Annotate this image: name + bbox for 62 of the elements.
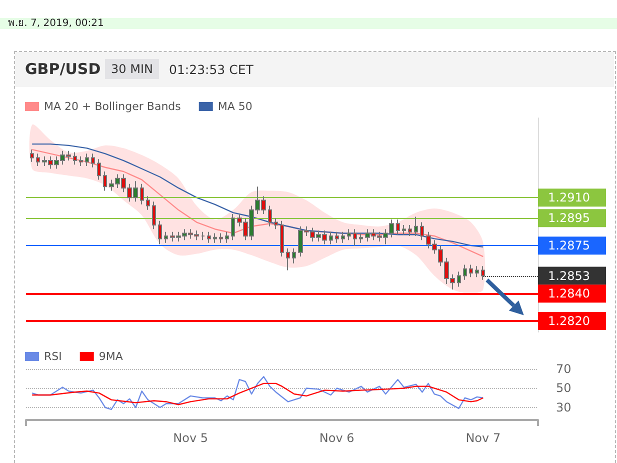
candlestick xyxy=(91,153,95,168)
candlestick xyxy=(268,205,272,227)
candlestick xyxy=(457,271,461,288)
candlestick xyxy=(36,153,40,167)
candlestick xyxy=(164,231,168,244)
candlestick xyxy=(329,231,333,245)
candlestick xyxy=(146,196,150,210)
y-tick-label: 1.2895 xyxy=(548,211,590,226)
text: 01:23:53 CET xyxy=(169,62,254,77)
legend-label: MA 50 xyxy=(218,100,252,113)
legend-label: RSI xyxy=(44,350,62,363)
candlestick xyxy=(475,266,479,278)
y-tick-label: 30 xyxy=(556,400,572,414)
x-tick-label: Nov 6 xyxy=(319,431,354,445)
candlestick xyxy=(30,149,34,162)
candlestick xyxy=(207,231,211,244)
legend-label: MA 20 + Bollinger Bands xyxy=(44,100,182,113)
line-series xyxy=(31,376,484,410)
candlestick xyxy=(463,264,467,280)
candlestick xyxy=(414,216,418,236)
candlestick xyxy=(219,232,223,244)
candlestick xyxy=(274,218,278,230)
candlestick xyxy=(79,156,83,167)
candlestick xyxy=(85,153,89,167)
x-tick-label: Nov 5 xyxy=(173,431,208,445)
chart-subtitle: 30 MIN xyxy=(105,59,159,79)
candlestick xyxy=(408,224,412,236)
chart-title: GBP/USD xyxy=(25,60,101,78)
candlestick xyxy=(420,222,424,241)
y-tick-label: 50 xyxy=(556,381,572,396)
candlestick xyxy=(353,228,357,246)
candlestick xyxy=(347,228,351,241)
candlestick xyxy=(97,158,101,180)
candlestick xyxy=(152,201,156,230)
candlestick xyxy=(103,171,107,192)
y-tick-label: 1.2875 xyxy=(548,238,590,253)
candlestick xyxy=(231,214,235,241)
candlestick xyxy=(140,183,144,205)
y-tick-label: 1.2820 xyxy=(548,314,590,328)
candlestick xyxy=(396,219,400,236)
candlestick xyxy=(341,231,345,244)
candlestick xyxy=(213,232,217,244)
candlestick xyxy=(201,231,205,241)
candlestick xyxy=(292,248,296,264)
candlestick xyxy=(225,231,229,244)
candlestick xyxy=(73,152,77,166)
candlestick xyxy=(481,266,485,280)
candlestick xyxy=(359,232,363,244)
text: พ.ย. 7, 2019, 00:21 xyxy=(0,18,617,29)
candlestick xyxy=(158,220,162,245)
candlestick xyxy=(286,248,290,271)
candlestick xyxy=(402,224,406,236)
x-tick-label: Nov 7 xyxy=(466,431,501,445)
y-tick-label: 1.2910 xyxy=(548,190,590,205)
candlestick xyxy=(469,264,473,278)
y-tick-label: 1.2853 xyxy=(548,268,590,283)
y-tick-label: 70 xyxy=(556,362,572,376)
line-series xyxy=(31,382,484,406)
legend-label: 9MA xyxy=(98,350,124,363)
y-tick-label: 1.2840 xyxy=(548,286,590,301)
candlestick xyxy=(335,231,339,244)
candlestick xyxy=(280,220,284,258)
